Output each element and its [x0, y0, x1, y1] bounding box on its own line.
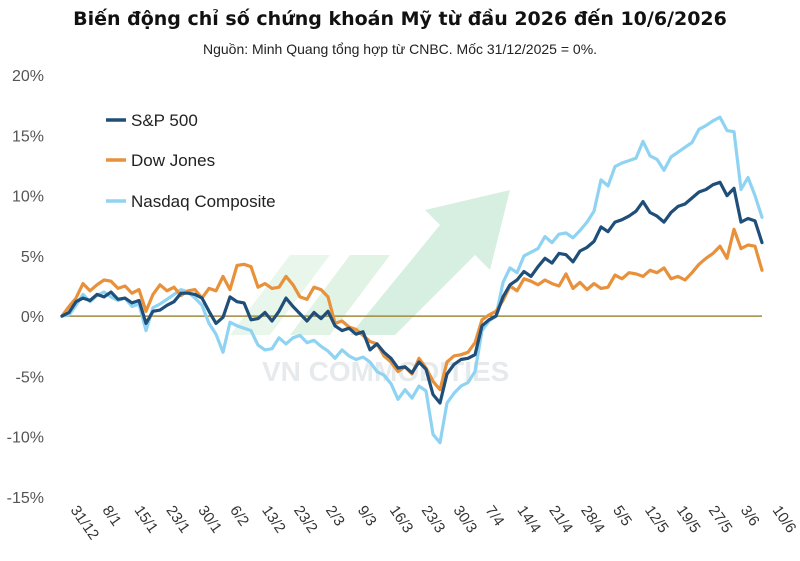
x-tick-label: 16/3 [386, 503, 417, 537]
y-tick-label: 20% [12, 68, 44, 85]
chart-subtitle: Nguồn: Minh Quang tổng hợp từ CNBC. Mốc … [202, 41, 598, 57]
x-tick-label: 6/2 [226, 503, 252, 530]
legend-label: Nasdaq Composite [131, 192, 276, 211]
chart-title: Biến động chỉ số chứng khoán Mỹ từ đầu 2… [73, 8, 727, 30]
x-tick-label: 23/2 [290, 503, 321, 537]
x-tick-label: 9/3 [354, 503, 380, 530]
series-layer [60, 115, 764, 445]
legend: S&P 500 Dow Jones Nasdaq Composite [106, 111, 276, 211]
x-tick-label: 21/4 [545, 503, 576, 537]
y-tick-label: 15% [12, 128, 44, 145]
x-tick-label: 19/5 [673, 503, 704, 537]
legend-label: Dow Jones [131, 151, 215, 170]
x-tick-label: 15/1 [131, 503, 162, 537]
y-tick-label: 10% [12, 189, 44, 206]
y-tick-label: -5% [16, 369, 44, 386]
x-tick-label: 7/4 [482, 503, 508, 530]
x-tick-label: 2/3 [322, 503, 348, 530]
x-tick-label: 30/3 [450, 503, 481, 537]
y-tick-label: 0% [21, 309, 44, 326]
watermark-text: VN COMMODITIES [262, 356, 509, 387]
x-tick-label: 5/5 [609, 503, 635, 530]
series-line-s-p-500 [60, 180, 764, 405]
x-tick-label: 8/1 [99, 503, 125, 530]
x-tick-label: 28/4 [577, 503, 608, 537]
watermark-logo-arrow [350, 190, 510, 335]
x-tick-label: 31/12 [67, 503, 102, 544]
y-tick-label: -15% [7, 490, 44, 507]
y-tick-label: -10% [7, 430, 44, 447]
y-tick-label: 5% [21, 249, 44, 266]
x-tick-label: 14/4 [513, 503, 544, 537]
legend-label: S&P 500 [131, 111, 198, 130]
x-tick-label: 3/6 [737, 503, 763, 530]
x-tick-label: 27/5 [705, 503, 736, 537]
x-tick-label: 23/3 [418, 503, 449, 537]
watermark-logo-bar-1 [230, 255, 330, 335]
x-tick-label: 12/5 [641, 503, 672, 537]
x-tick-label: 23/1 [162, 503, 193, 537]
x-tick-label: 30/1 [194, 503, 225, 537]
x-tick-label: 10/6 [769, 503, 800, 537]
x-tick-label: 13/2 [258, 503, 289, 537]
